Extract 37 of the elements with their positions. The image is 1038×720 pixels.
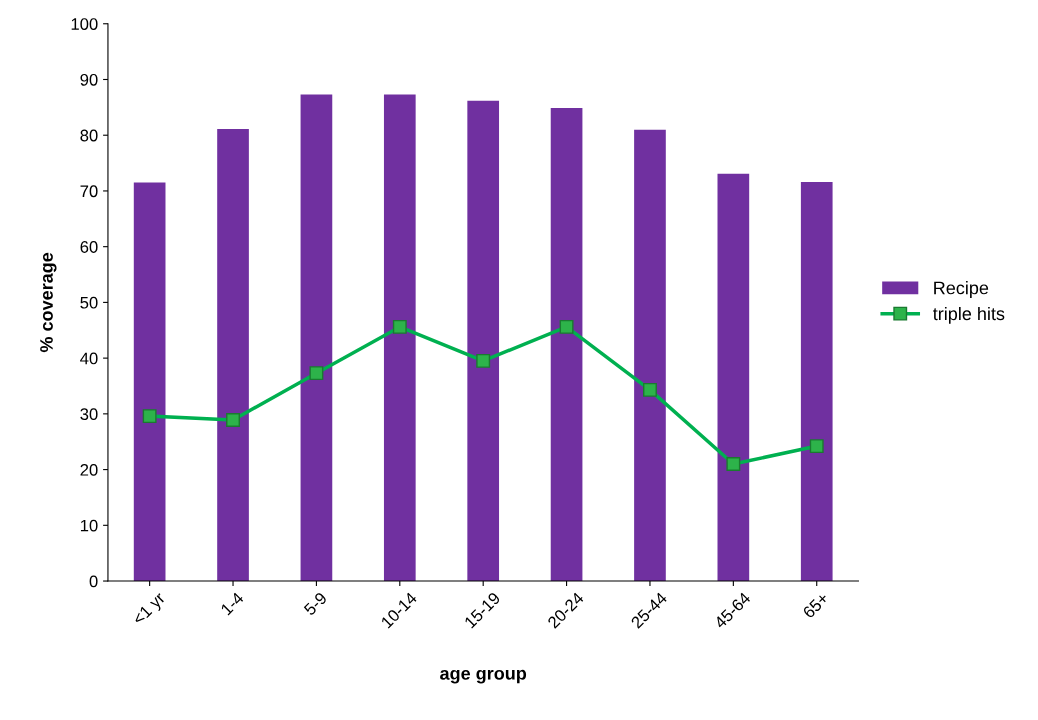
y-tick-label: 80 — [80, 129, 98, 142]
point — [476, 353, 491, 368]
point — [809, 439, 824, 454]
bar — [634, 129, 666, 582]
legend-label: triple hits — [933, 306, 1005, 324]
y-axis-title: % coverage — [40, 252, 57, 353]
bar — [800, 182, 833, 582]
y-tick-label: 10 — [80, 519, 98, 532]
y-tick-label: 50 — [80, 296, 98, 309]
bar — [217, 129, 249, 582]
point — [309, 366, 324, 381]
point — [726, 457, 741, 471]
x-tick-label: <1 yr — [131, 591, 169, 628]
point — [643, 382, 657, 397]
y-tick-label: 40 — [80, 352, 98, 365]
x-tick-label: 1-4 — [220, 591, 245, 616]
bar — [383, 94, 416, 582]
bar — [550, 107, 583, 582]
point — [226, 413, 240, 427]
point — [142, 409, 157, 424]
y-tick-label: 90 — [80, 73, 98, 86]
legend-label: Recipe — [934, 281, 989, 298]
y-tick-label: 30 — [80, 408, 98, 421]
point — [392, 319, 407, 334]
x-tick-label: 5-9 — [303, 591, 328, 616]
y-tick-label: 60 — [80, 241, 98, 253]
point — [559, 319, 574, 334]
bar — [717, 173, 750, 582]
x-axis-title: age group — [440, 669, 527, 684]
bar — [300, 94, 333, 582]
x-tick-label: 65+ — [802, 591, 830, 619]
y-tick-label: 100 — [71, 18, 98, 30]
y-tick-label: 20 — [80, 463, 98, 476]
bar — [133, 182, 166, 582]
y-tick-label: 70 — [80, 185, 98, 198]
bar — [467, 100, 500, 582]
y-tick-label: 0 — [89, 575, 98, 588]
